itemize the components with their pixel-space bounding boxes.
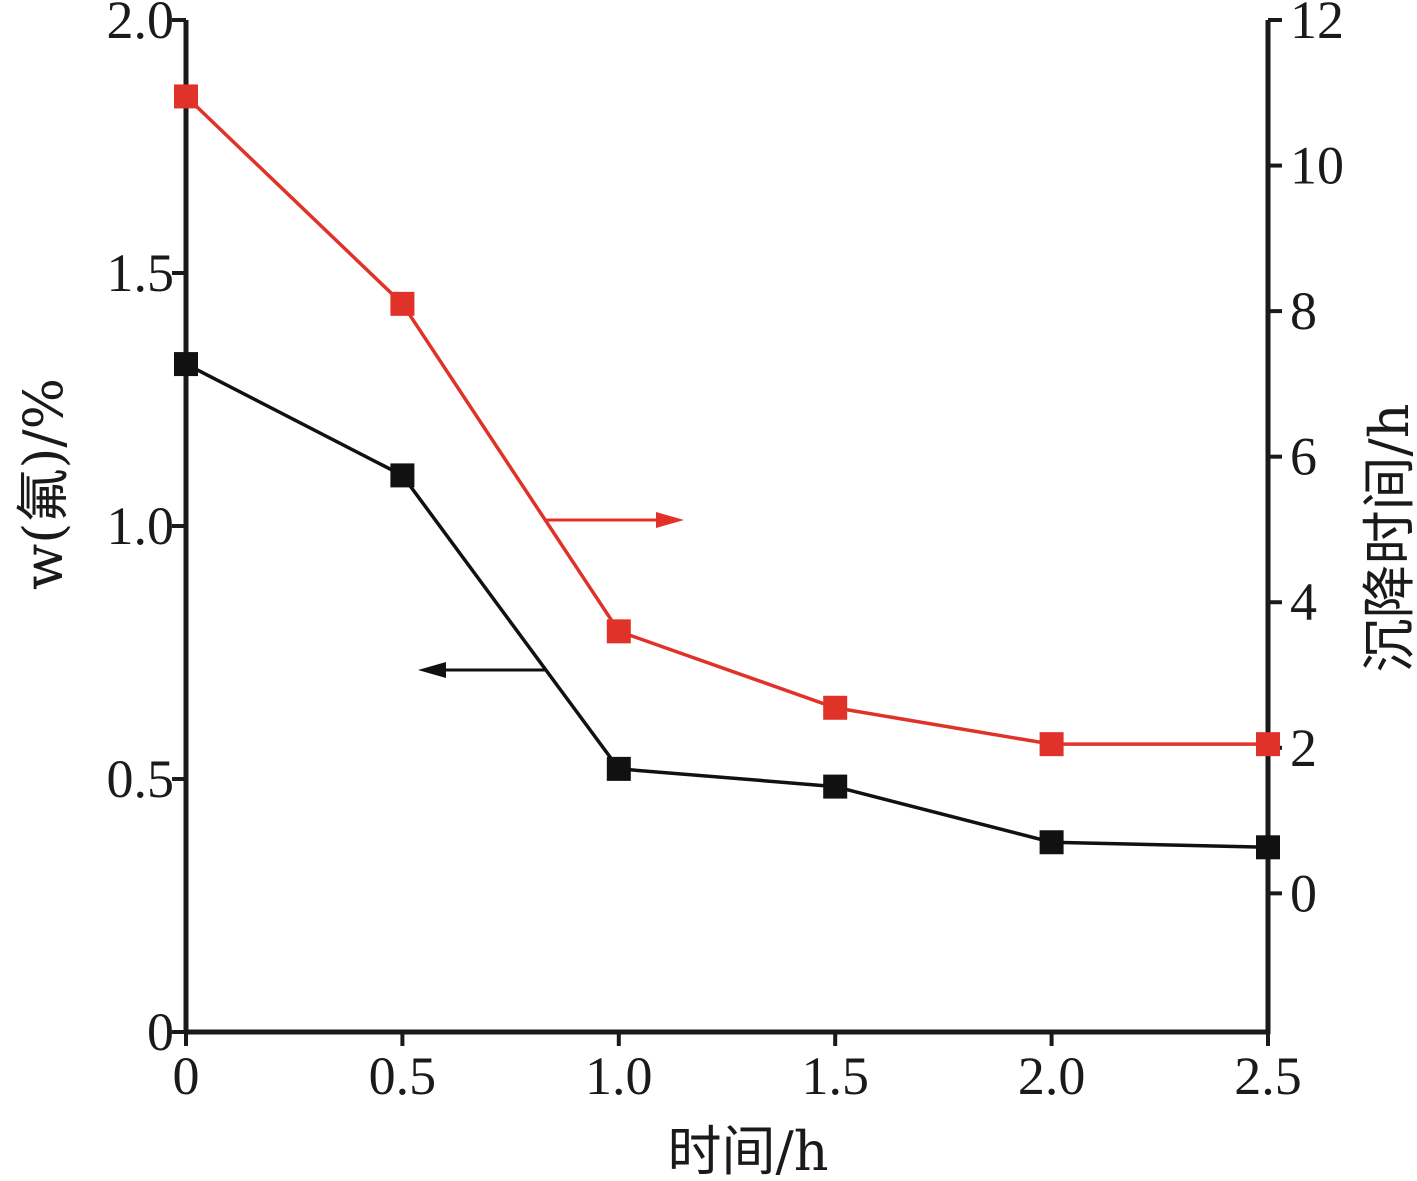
x-tick-label: 2.5	[1234, 1046, 1302, 1106]
y-right-tick-label: 6	[1290, 427, 1317, 487]
y-right-tick-label: 2	[1290, 718, 1317, 778]
y-left-tick-label: 0	[147, 1002, 174, 1062]
x-tick-label: 0.5	[369, 1046, 437, 1106]
y-left-tick-label: 1.5	[107, 243, 175, 303]
right-series-point	[390, 291, 415, 316]
y-right-tick-label: 8	[1290, 281, 1317, 341]
left-axis-arrow	[418, 662, 545, 678]
y-right-tick-label: 10	[1290, 136, 1344, 196]
series-layer	[174, 84, 1280, 860]
left-series-point	[823, 774, 848, 799]
x-tick-label: 2.0	[1018, 1046, 1086, 1106]
left-y-axis-title: w(氟)/%	[12, 378, 75, 590]
x-tick-label: 0	[173, 1046, 200, 1106]
left-series-point	[390, 463, 415, 488]
ticks-layer: 0 0.5 1.0 1.5 2.0 2.5 0 0.5 1.0 1.5 2.0 0 2 4 6 8 10 12	[107, 0, 1345, 1106]
right-series-line	[184, 95, 1268, 746]
right-series-point	[823, 695, 848, 720]
y-left-tick-label: 2.0	[107, 0, 175, 50]
left-series-point	[174, 352, 198, 377]
right-series-point	[606, 619, 631, 644]
y-right-tick-label: 4	[1290, 572, 1317, 632]
y-left-tick-label: 1.0	[107, 496, 175, 556]
left-series-point	[1256, 835, 1280, 860]
y-left-tick-label: 0.5	[107, 749, 175, 809]
x-tick-label: 1.0	[585, 1046, 653, 1106]
left-series-point	[606, 756, 631, 781]
y-right-tick-label: 12	[1290, 0, 1344, 50]
y-right-tick-label: 0	[1290, 863, 1317, 923]
right-series-point	[1256, 732, 1280, 757]
x-tick-label: 1.5	[801, 1046, 869, 1106]
x-axis-title: 时间/h	[668, 1120, 829, 1181]
right-y-axis-title: 沉降时间/h	[1358, 404, 1417, 673]
left-series-point	[1039, 830, 1064, 855]
right-series-point	[174, 84, 198, 109]
right-axis-arrow	[545, 512, 684, 528]
right-series-point	[1039, 732, 1064, 757]
left-series-line	[185, 362, 1269, 850]
